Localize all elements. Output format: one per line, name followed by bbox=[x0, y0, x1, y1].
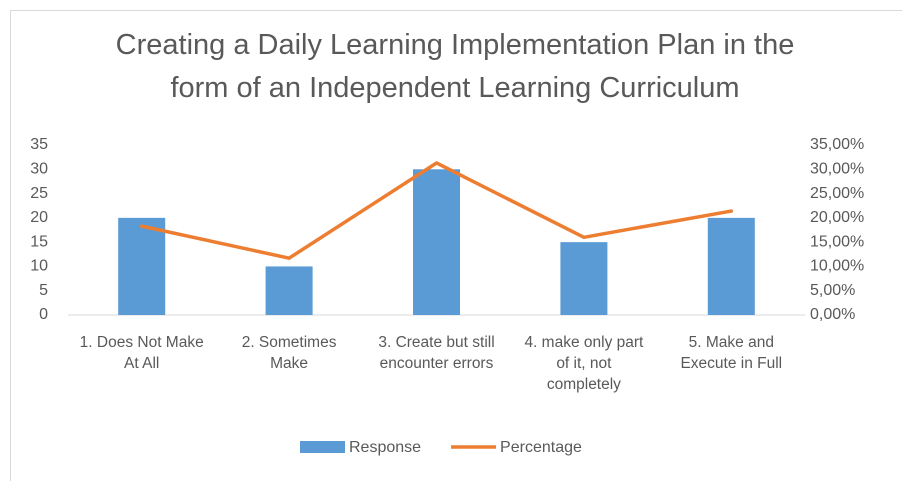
y-tick-label: 0 bbox=[39, 306, 48, 323]
legend-label: Percentage bbox=[500, 439, 582, 456]
bar bbox=[265, 266, 313, 315]
y-tick-label: 15 bbox=[30, 233, 48, 250]
y-tick-label: 20 bbox=[30, 209, 48, 226]
y-tick-label: 10 bbox=[30, 258, 48, 275]
y-tick-label: 30 bbox=[30, 161, 48, 178]
bar bbox=[413, 169, 460, 315]
bar bbox=[707, 217, 755, 315]
y2-tick-label: 0,00% bbox=[810, 306, 855, 323]
line bbox=[139, 161, 734, 260]
x-tick-label: 1. Does Not Make At All bbox=[79, 334, 204, 372]
legend-label: Response bbox=[349, 439, 421, 456]
x-tick-label: 5. Make and Execute in Full bbox=[680, 334, 783, 372]
x-tick-label: 4. make only part of it, not completely bbox=[524, 334, 644, 393]
y2-tick-label: 30,00% bbox=[810, 161, 864, 178]
y2-tick-label: 10,00% bbox=[810, 258, 864, 275]
legend-swatch bbox=[300, 441, 345, 453]
chart-border bbox=[10, 10, 902, 481]
x-tick-label: 2. Sometimes Make bbox=[241, 334, 337, 372]
y2-tick-label: 15,00% bbox=[810, 233, 864, 250]
bar bbox=[118, 217, 166, 315]
y2-tick-label: 35,00% bbox=[810, 136, 864, 153]
y2-tick-label: 20,00% bbox=[810, 209, 864, 226]
bar bbox=[560, 242, 608, 315]
y-tick-label: 25 bbox=[30, 185, 48, 202]
y-tick-label: 5 bbox=[39, 282, 48, 299]
y-tick-label: 35 bbox=[30, 136, 48, 153]
y2-tick-label: 5,00% bbox=[810, 282, 855, 299]
chart-title: Creating a Daily Learning Implementation… bbox=[115, 29, 795, 104]
x-tick-label: 3. Create but still encounter errors bbox=[378, 334, 495, 372]
y2-tick-label: 25,00% bbox=[810, 185, 864, 202]
